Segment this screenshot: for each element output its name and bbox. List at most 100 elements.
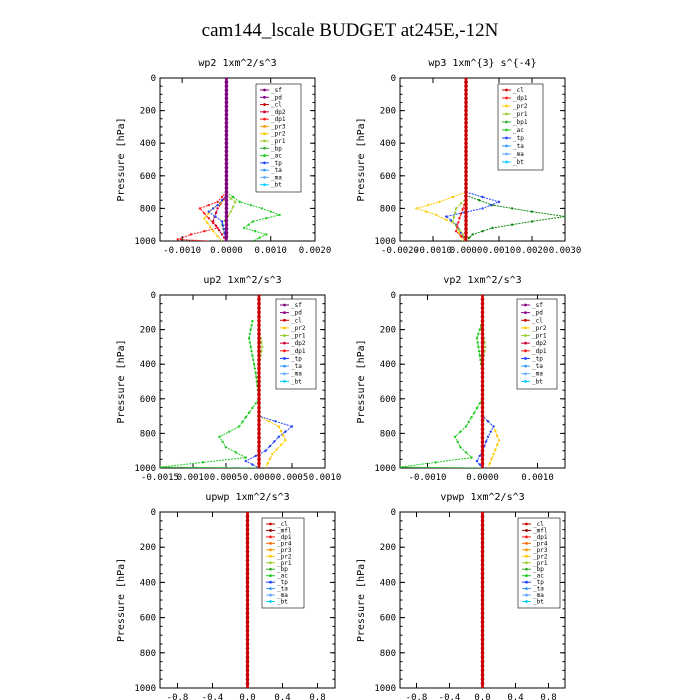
series-marker: [257, 392, 261, 397]
x-tick-label: 0.4: [507, 693, 523, 700]
series-marker: [257, 319, 261, 323]
series-marker: [464, 222, 468, 227]
series-marker: [480, 646, 485, 651]
series-marker: [464, 92, 468, 97]
legend-marker: [269, 548, 272, 552]
series-marker: [257, 409, 261, 414]
series-marker: [247, 337, 251, 340]
series-group: [400, 295, 501, 468]
legend-label: _bt: [533, 599, 544, 606]
series-marker: [425, 210, 428, 213]
series-marker: [224, 214, 229, 219]
series-marker: [530, 210, 534, 213]
series-marker: [494, 448, 497, 451]
series-marker: [216, 207, 219, 210]
series-marker: [224, 88, 229, 93]
series-marker: [261, 345, 264, 349]
series-marker: [245, 677, 250, 681]
series-marker: [221, 440, 224, 444]
series-marker: [245, 536, 250, 541]
series-marker: [477, 332, 480, 336]
series-marker: [511, 207, 514, 210]
series-marker: [464, 194, 468, 198]
y-tick-label: 200: [380, 326, 396, 336]
series-marker: [480, 532, 485, 536]
series-marker: [480, 681, 485, 686]
series-marker: [224, 92, 229, 97]
series-marker: [245, 598, 250, 602]
series-marker: [245, 646, 250, 651]
legend-label: _pr4: [533, 540, 548, 547]
legend-label: _bt: [532, 378, 543, 385]
series-marker: [245, 681, 250, 686]
series-marker: [490, 457, 493, 460]
series-marker: [224, 100, 229, 105]
series-marker: [254, 402, 257, 405]
legend-marker: [283, 311, 286, 315]
series-marker: [224, 161, 229, 166]
legend-marker: [263, 139, 266, 143]
series-marker: [480, 435, 485, 440]
series-marker: [257, 453, 261, 457]
series-marker: [224, 78, 229, 80]
series-marker: [224, 149, 229, 154]
series-marker: [249, 328, 252, 331]
legend-marker: [524, 341, 527, 345]
series-marker: [257, 323, 261, 328]
series-marker: [480, 375, 485, 379]
series-marker: [245, 519, 250, 523]
legend-marker: [525, 541, 528, 545]
series-marker: [257, 345, 261, 349]
series-marker: [211, 230, 215, 233]
series-marker: [454, 230, 458, 233]
series-marker: [221, 224, 225, 227]
series-marker: [480, 327, 485, 332]
legend-label: _dp2: [532, 340, 547, 347]
series-marker: [257, 295, 261, 297]
legend-label: _pr1: [532, 333, 547, 340]
legend-label: _cl: [271, 102, 282, 109]
legend-label: _dp1: [291, 348, 306, 355]
legend-label: _cl: [513, 87, 524, 94]
y-tick-label: 600: [140, 395, 156, 405]
series-marker: [464, 157, 468, 162]
legend-marker: [269, 522, 272, 526]
series-marker: [451, 195, 454, 199]
legend-label: _pr1: [513, 111, 528, 118]
legend-marker: [263, 146, 266, 150]
legend-marker: [524, 318, 527, 322]
series-marker: [257, 435, 261, 440]
x-tick-label: 0.0010: [521, 473, 554, 483]
series-line-ac: [465, 78, 565, 241]
series-marker: [245, 642, 250, 646]
series-marker: [224, 182, 229, 186]
series-marker: [480, 301, 485, 306]
legend-label: _dp1: [271, 116, 286, 123]
series-marker: [257, 388, 261, 392]
series-marker: [511, 223, 514, 226]
y-tick-label: 200: [380, 107, 396, 117]
y-tick-label: 0: [151, 508, 156, 518]
series-marker: [480, 392, 485, 397]
legend: _cl_dp1_pr2_pr1_bp1_ac_tp_ta_ma_bt: [497, 83, 544, 171]
series-marker: [245, 673, 250, 677]
series-marker: [278, 213, 281, 217]
series-marker: [480, 549, 485, 554]
legend-label: _tp: [291, 355, 302, 362]
series-marker: [480, 319, 485, 323]
legend-marker: [263, 110, 266, 114]
series-marker: [254, 230, 257, 233]
series-marker: [480, 620, 485, 624]
series-marker: [207, 203, 210, 207]
legend-marker: [505, 120, 508, 124]
legend-marker: [505, 112, 508, 116]
series-marker: [248, 332, 252, 336]
series-marker: [480, 314, 485, 319]
legend-marker: [269, 554, 272, 558]
series-marker: [245, 571, 250, 576]
legend-label: _tp: [271, 160, 282, 167]
legend-label: _mfl: [533, 527, 548, 534]
series-marker: [229, 210, 233, 213]
series-line-dp1: [177, 78, 227, 241]
